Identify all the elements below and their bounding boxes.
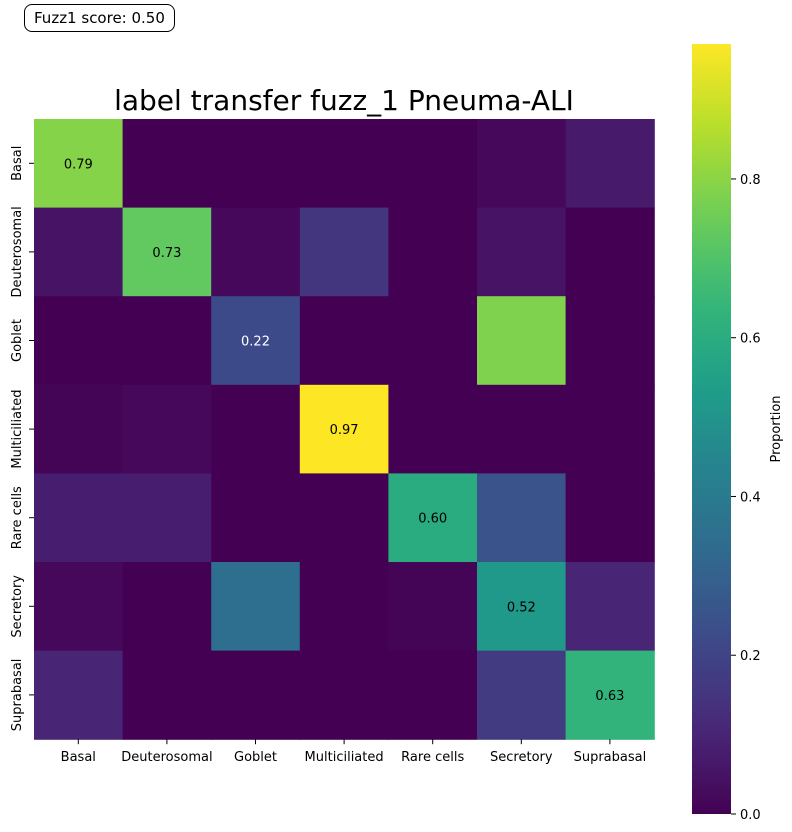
heatmap-cell	[299, 562, 389, 652]
heatmap-cell	[122, 473, 212, 563]
heatmap-cell	[565, 119, 655, 209]
heatmap-cell	[477, 650, 567, 740]
heatmap-cell	[122, 384, 212, 474]
colorbar-tick-label: 0.8	[740, 173, 761, 188]
heatmap-cell	[122, 650, 212, 740]
heatmap-cell	[211, 296, 301, 386]
x-tick-label: Rare cells	[401, 750, 464, 765]
heatmap-cell	[299, 384, 389, 474]
heatmap-cell	[388, 207, 478, 297]
heatmap-cell	[211, 650, 301, 740]
colorbar-tick-label: 0.4	[740, 490, 761, 505]
heatmap-cell	[388, 473, 478, 563]
heatmap-cell	[299, 207, 389, 297]
heatmap-cell	[34, 562, 124, 652]
colorbar-tick-label: 0.2	[740, 649, 761, 664]
heatmap-cell	[565, 650, 655, 740]
y-tick-label: Basal	[10, 146, 25, 181]
fuzz-score-badge: Fuzz1 score: 0.50	[24, 4, 175, 32]
cell-annotation: 0.52	[507, 600, 536, 615]
heatmap-cell	[211, 562, 301, 652]
y-tick-label: Rare cells	[10, 486, 25, 549]
colorbar	[692, 44, 731, 814]
heatmap-cell	[565, 296, 655, 386]
heatmap-cell	[388, 384, 478, 474]
colorbar-label: Proportion	[769, 395, 784, 462]
heatmap-cell	[565, 473, 655, 563]
cell-annotation: 0.73	[152, 246, 181, 261]
heatmap-cell	[122, 207, 212, 297]
heatmap-cell	[477, 384, 567, 474]
cell-annotation: 0.97	[330, 423, 359, 438]
heatmap-cell	[34, 296, 124, 386]
heatmap-cell	[477, 207, 567, 297]
heatmap-cell	[34, 119, 124, 209]
cell-annotation: 0.79	[64, 157, 93, 172]
x-tick-label: Basal	[61, 750, 96, 765]
heatmap-cell	[477, 562, 567, 652]
heatmap-cell	[565, 562, 655, 652]
y-tick-label: Goblet	[10, 319, 25, 362]
y-tick-label: Secretory	[10, 575, 25, 638]
heatmap-cell	[34, 650, 124, 740]
cell-annotation: 0.63	[595, 689, 624, 704]
heatmap-cell	[299, 119, 389, 209]
heatmap-cell	[34, 207, 124, 297]
chart-title: label transfer fuzz_1 Pneuma-ALI	[114, 84, 574, 117]
heatmap-cell	[477, 473, 567, 563]
y-tick-label: Suprabasal	[10, 659, 25, 732]
heatmap-cell	[565, 384, 655, 474]
heatmap-cell	[211, 207, 301, 297]
x-tick-label: Suprabasal	[574, 750, 647, 765]
heatmap-cell	[211, 473, 301, 563]
colorbar-tick-label: 0.0	[740, 808, 761, 823]
x-tick-label: Deuterosomal	[121, 750, 212, 765]
colorbar-tick-label: 0.6	[740, 332, 761, 347]
heatmap-cell	[34, 473, 124, 563]
heatmap-cell	[388, 296, 478, 386]
y-tick-label: Deuterosomal	[10, 206, 25, 297]
heatmap-cell	[477, 119, 567, 209]
heatmap-cell	[122, 119, 212, 209]
cell-annotation: 0.22	[241, 335, 270, 350]
cell-annotation: 0.60	[418, 512, 447, 527]
heatmap-cell	[299, 473, 389, 563]
heatmap-cell	[388, 650, 478, 740]
heatmap-cell	[211, 384, 301, 474]
heatmap-cell	[388, 119, 478, 209]
heatmap-cell	[565, 207, 655, 297]
heatmap-cell	[122, 296, 212, 386]
heatmap-cell	[34, 384, 124, 474]
x-tick-label: Multiciliated	[305, 750, 384, 765]
y-tick-label: Multiciliated	[10, 390, 25, 469]
heatmap-cell	[477, 296, 567, 386]
heatmap-cell	[299, 296, 389, 386]
heatmap-cell	[299, 650, 389, 740]
heatmap-cell	[388, 562, 478, 652]
x-tick-label: Secretory	[490, 750, 553, 765]
x-tick-label: Goblet	[234, 750, 277, 765]
heatmap-cell	[211, 119, 301, 209]
heatmap-cell	[122, 562, 212, 652]
